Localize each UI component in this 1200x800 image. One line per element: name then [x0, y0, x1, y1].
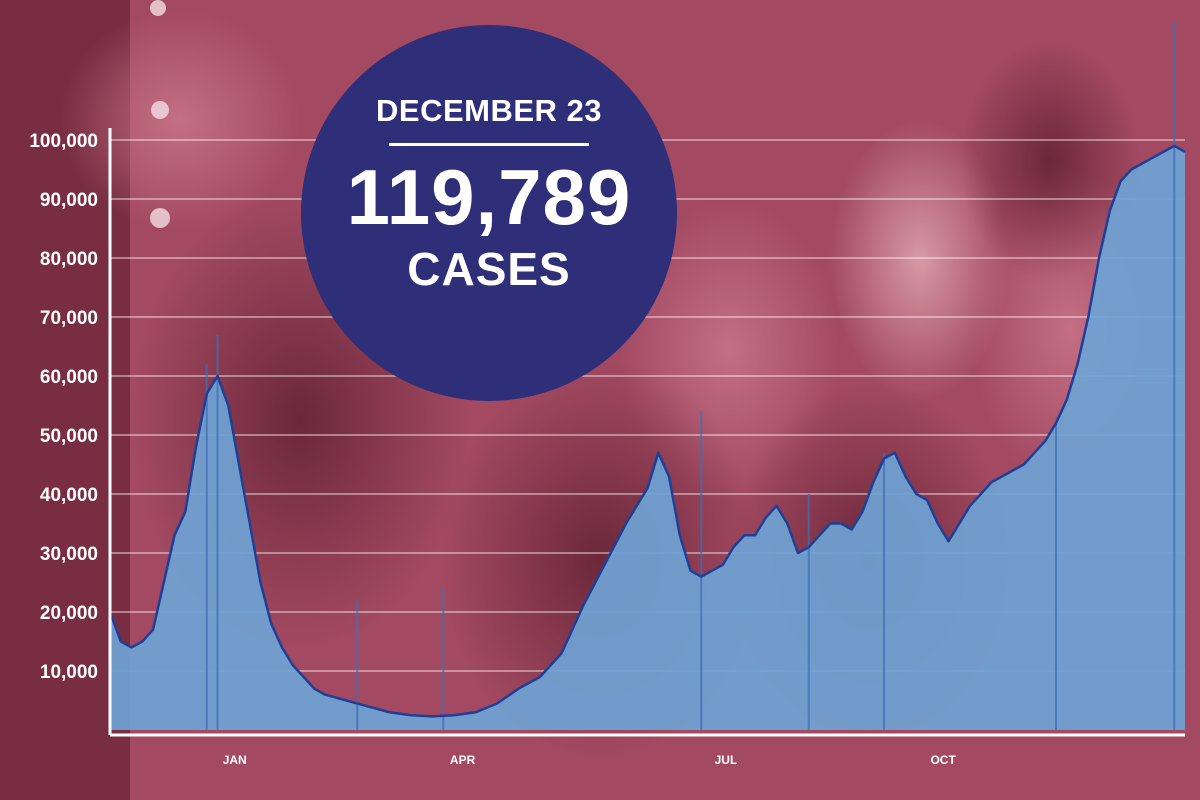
y-tick-label: 30,000: [40, 544, 98, 565]
y-tick-label: 60,000: [40, 367, 98, 388]
cases-area: [110, 145, 1185, 730]
y-tick-label: 20,000: [40, 603, 98, 624]
y-tick-label: 70,000: [40, 308, 98, 329]
y-tick-label: 100,000: [29, 131, 98, 152]
y-tick-label: 10,000: [40, 662, 98, 683]
x-tick-label: JAN: [223, 753, 247, 767]
figure-silhouette: [60, 10, 300, 230]
daily-spikes: [205, 22, 1176, 730]
y-tick-label: 80,000: [40, 249, 98, 270]
y-tick-label: 40,000: [40, 485, 98, 506]
headline-badge: DECEMBER 23 119,789 CASES: [301, 25, 677, 401]
figure-silhouette: [960, 40, 1140, 280]
y-tick-label: 50,000: [40, 426, 98, 447]
x-tick-label: OCT: [930, 753, 956, 767]
x-tick-label: APR: [450, 753, 476, 767]
y-tick-label: 90,000: [40, 190, 98, 211]
background-light: [151, 101, 169, 119]
badge-unit: CASES: [407, 243, 571, 295]
x-tick-labels: JAN APR JUL OCT: [223, 753, 957, 767]
cases-trend-line: [108, 144, 1186, 718]
y-tick-labels: 10,000 20,000 30,000 40,000 50,000 60,000 70,0…: [29, 131, 98, 683]
x-tick-label: JUL: [715, 753, 738, 767]
background-light: [150, 208, 170, 228]
background-light: [150, 0, 166, 16]
badge-date: DECEMBER 23: [376, 93, 602, 128]
badge-divider: [389, 143, 589, 146]
badge-case-count: 119,789: [346, 153, 632, 241]
